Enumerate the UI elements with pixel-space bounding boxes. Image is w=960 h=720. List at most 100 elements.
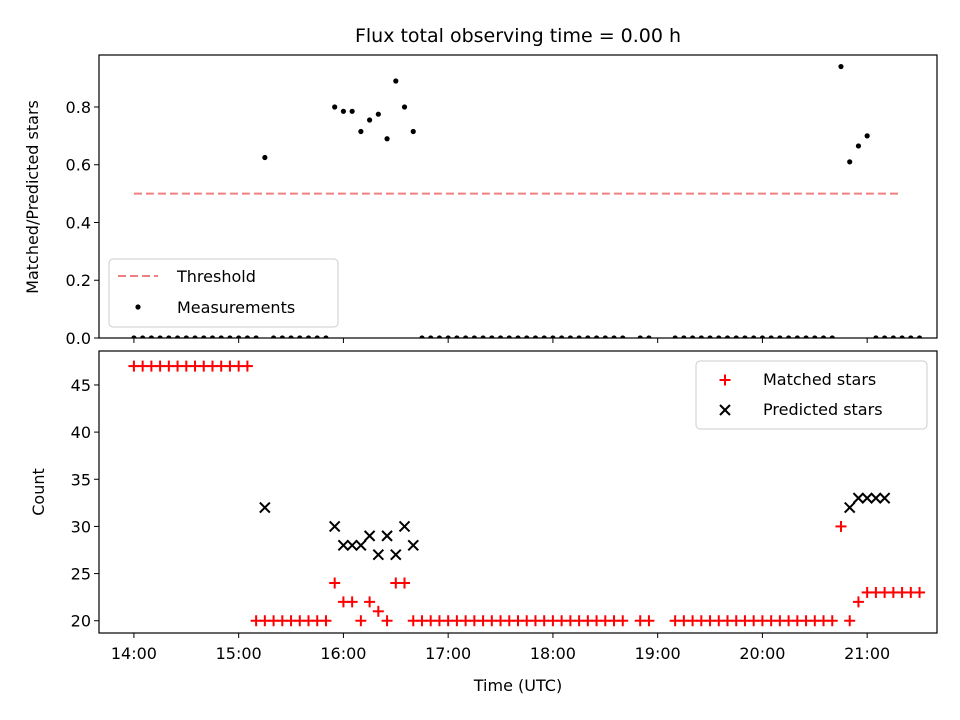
bottom-y-tick-label: 30	[71, 517, 91, 536]
matched-star-point	[320, 615, 332, 627]
predicted-star-point	[870, 492, 882, 504]
measurement-point	[707, 335, 713, 338]
measurement-point	[349, 108, 355, 114]
measurement-point	[716, 335, 722, 338]
measurement-point	[174, 335, 181, 338]
predicted-star-point	[381, 530, 393, 542]
bottom-y-tick-label: 20	[71, 612, 91, 631]
top-y-axis-label: Matched/Predicted stars	[23, 100, 42, 294]
measurement-point	[270, 335, 277, 338]
top-plot-marks	[131, 63, 923, 338]
bottom-x-tick-label: 15:00	[216, 644, 262, 663]
measurement-point	[428, 335, 434, 338]
measurement-point	[768, 335, 774, 338]
top-legend: Threshold Measurements	[108, 258, 339, 328]
measurement-point	[829, 335, 835, 338]
measurement-point	[305, 335, 312, 338]
top-axes-frame	[98, 54, 938, 339]
measurement-point	[401, 104, 408, 110]
bottom-y-tick-label: 45	[71, 376, 91, 395]
measurement-point	[384, 136, 390, 142]
measurement-point	[192, 335, 198, 338]
measurement-point	[480, 335, 486, 338]
legend-matched-label: Matched stars	[763, 370, 876, 389]
bottom-x-tick-label: 17:00	[425, 644, 471, 663]
matched-star-point	[399, 577, 411, 589]
measurement-point	[620, 335, 626, 338]
measurement-point	[314, 335, 320, 338]
measurement-point	[637, 335, 643, 338]
measurement-point	[672, 335, 678, 338]
measurement-point	[288, 335, 294, 338]
bottom-x-tick-label: 18:00	[530, 644, 576, 663]
predicted-star-point	[398, 520, 411, 533]
measurement-point	[227, 335, 233, 338]
measurement-point	[358, 128, 364, 135]
bottom-y-tick-label: 35	[71, 470, 91, 489]
measurement-point	[585, 335, 591, 338]
measurement-point	[759, 335, 766, 338]
chart-title: Flux total observing time = 0.00 h	[355, 25, 681, 47]
measurement-point	[236, 335, 242, 338]
predicted-star-point	[407, 539, 419, 551]
matched-star-point	[355, 615, 367, 627]
matched-star-point	[364, 596, 376, 608]
measurement-point	[602, 335, 608, 338]
predicted-star-point	[337, 539, 350, 551]
bottom-y-axis-label: Count	[29, 468, 48, 516]
matched-star-point	[241, 360, 253, 372]
measurement-point	[724, 335, 731, 338]
measurement-point	[436, 335, 443, 338]
bottom-plot-marks	[128, 360, 926, 627]
bottom-x-tick-label: 21:00	[844, 644, 890, 663]
measurement-point	[367, 117, 373, 123]
measurement-point	[419, 335, 425, 338]
measurement-point	[820, 335, 827, 338]
measurement-point	[497, 335, 504, 338]
measurement-point	[297, 335, 303, 338]
measurement-point	[532, 335, 539, 338]
legend-matched-swatch	[719, 374, 731, 386]
measurement-point	[463, 335, 469, 338]
measurement-point	[803, 335, 809, 338]
bottom-legend: Matched stars Predicted stars	[695, 360, 928, 430]
top-plot-area	[131, 63, 923, 338]
measurement-point	[908, 335, 914, 338]
measurement-point	[593, 335, 600, 338]
legend-measurements-swatch	[135, 304, 141, 310]
top-y-ticks: 0.0 0.2 0.4 0.6 0.8	[66, 98, 99, 348]
measurement-point	[340, 108, 347, 114]
measurement-point	[279, 335, 285, 338]
measurement-point	[541, 335, 547, 338]
measurement-point	[183, 335, 189, 338]
matched-star-point	[914, 586, 926, 598]
top-y-tick-label: 0.4	[66, 213, 91, 232]
measurement-point	[244, 335, 250, 338]
measurement-point	[890, 335, 896, 338]
measurement-point	[864, 133, 870, 139]
predicted-star-point	[346, 539, 358, 551]
predicted-star-point	[259, 501, 271, 514]
measurement-point	[209, 335, 216, 338]
matched-star-point	[381, 615, 393, 627]
bottom-legend-box	[695, 360, 928, 430]
measurement-point	[576, 335, 582, 338]
measurement-point	[393, 78, 399, 84]
matched-star-point	[329, 577, 341, 589]
measurement-point	[916, 335, 923, 338]
measurement-point	[873, 335, 879, 338]
legend-predicted-label: Predicted stars	[763, 400, 883, 419]
measurement-point	[646, 335, 652, 338]
legend-predicted-marker	[719, 404, 731, 416]
legend-predicted-swatch	[719, 404, 731, 416]
measurement-point	[262, 154, 268, 161]
bottom-y-ticks: 20 25 30 35 40 45	[71, 376, 99, 631]
measurement-point	[567, 335, 573, 338]
measurement-point	[742, 335, 748, 338]
measurement-point	[524, 335, 530, 338]
top-panel: 0.00.20.40.60.8 Matched/Predicted stars …	[23, 54, 938, 348]
measurement-point	[410, 128, 416, 135]
measurement-point	[166, 335, 172, 338]
bottom-x-tick-label: 20:00	[739, 644, 785, 663]
measurement-point	[140, 335, 146, 338]
